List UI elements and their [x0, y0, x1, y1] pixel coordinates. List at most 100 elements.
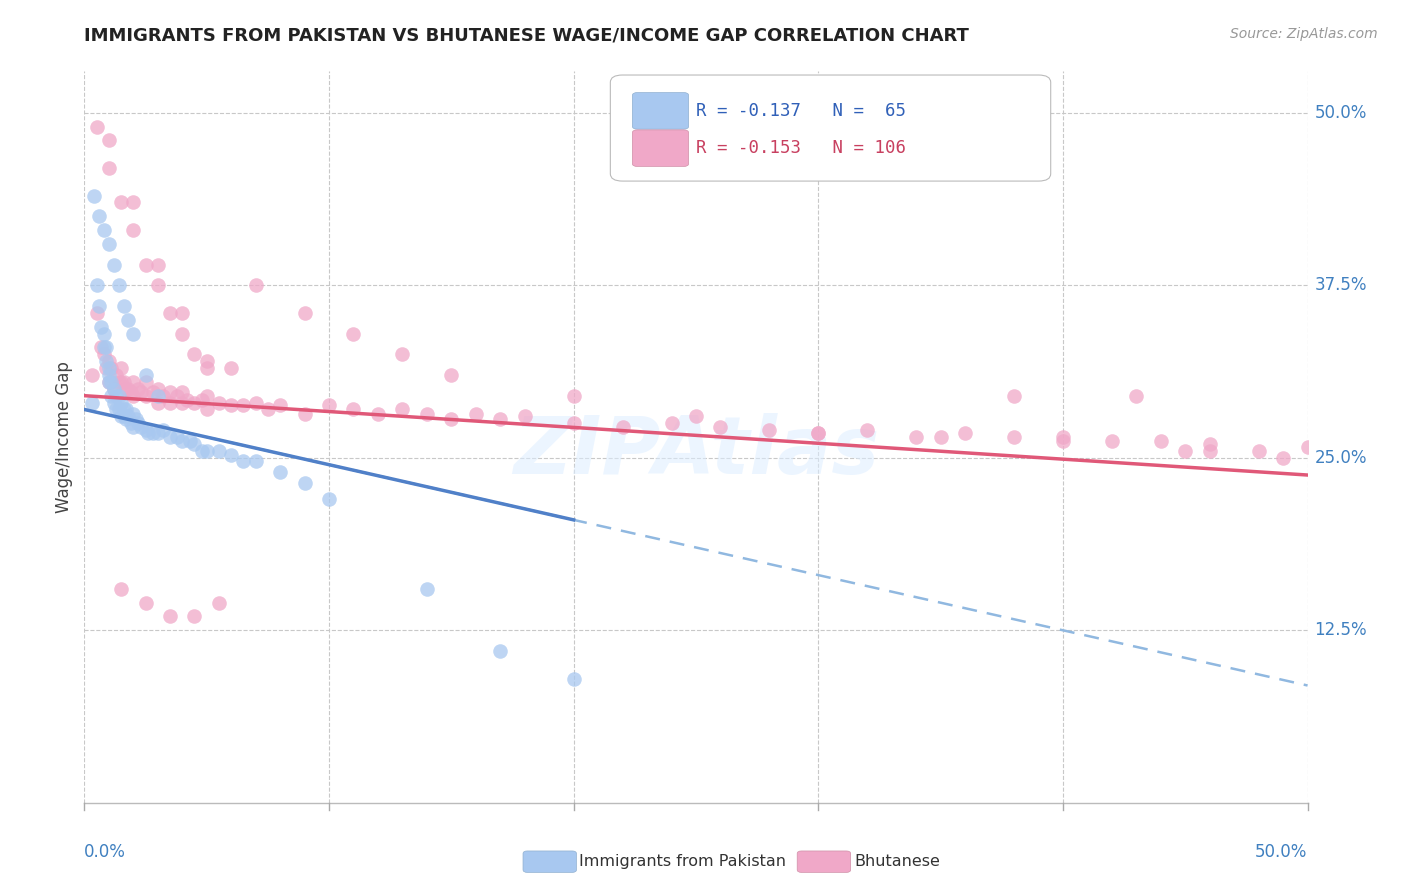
Point [146, 382, 169, 396]
Point [129, 420, 152, 434]
Point [146, 395, 169, 409]
Point [195, 402, 218, 417]
Point [1052, 434, 1074, 449]
Point [110, 409, 132, 424]
Point [83, 188, 105, 202]
Point [135, 596, 157, 610]
Point [342, 326, 364, 341]
Point [294, 407, 316, 421]
Point [159, 609, 181, 624]
Point [146, 389, 169, 403]
Point [103, 395, 125, 409]
Point [416, 407, 439, 421]
Point [562, 389, 585, 403]
Point [80, 368, 103, 382]
Point [97, 375, 120, 389]
Point [107, 402, 129, 417]
Point [191, 392, 214, 407]
Point [416, 582, 439, 596]
Point [191, 443, 214, 458]
Point [122, 223, 145, 237]
Point [219, 361, 242, 376]
Text: 25.0%: 25.0% [1315, 449, 1367, 467]
Point [93, 326, 115, 341]
Point [112, 402, 135, 417]
Point [86, 278, 108, 293]
Point [122, 420, 145, 434]
Point [391, 402, 413, 417]
Point [122, 389, 145, 403]
Point [183, 395, 205, 409]
Point [294, 306, 316, 320]
Point [166, 430, 188, 444]
Point [232, 453, 254, 467]
Text: 37.5%: 37.5% [1315, 277, 1367, 294]
Point [107, 278, 129, 293]
Point [758, 423, 780, 437]
Point [146, 258, 169, 272]
Point [172, 384, 194, 399]
Point [112, 375, 135, 389]
Point [90, 319, 112, 334]
Point [1247, 443, 1270, 458]
Point [112, 299, 135, 313]
Point [110, 582, 132, 596]
Point [135, 375, 157, 389]
Point [219, 398, 242, 412]
Point [318, 398, 340, 412]
Point [245, 278, 267, 293]
Point [489, 644, 512, 658]
Point [159, 395, 181, 409]
Point [146, 425, 169, 440]
Point [318, 492, 340, 507]
Point [709, 420, 731, 434]
Point [120, 417, 142, 431]
Point [136, 425, 159, 440]
Point [152, 423, 174, 437]
Point [135, 258, 157, 272]
Point [122, 326, 145, 341]
Point [245, 453, 267, 467]
Point [135, 389, 157, 403]
Point [489, 412, 512, 426]
Point [269, 465, 291, 479]
Point [105, 389, 128, 403]
Point [110, 195, 132, 210]
Point [661, 417, 683, 431]
Point [110, 395, 132, 409]
Point [105, 368, 128, 382]
Text: 0.0%: 0.0% [84, 843, 127, 861]
Point [135, 368, 157, 382]
Point [100, 389, 122, 403]
Point [1198, 437, 1220, 451]
Point [953, 425, 976, 440]
Point [100, 361, 122, 376]
Point [269, 398, 291, 412]
Point [112, 409, 135, 424]
Point [115, 412, 138, 426]
Point [107, 375, 129, 389]
Text: 50.0%: 50.0% [1256, 843, 1308, 861]
Text: Source: ZipAtlas.com: Source: ZipAtlas.com [1230, 27, 1378, 41]
Point [179, 434, 201, 449]
Point [172, 395, 194, 409]
Point [103, 382, 125, 396]
Point [159, 306, 181, 320]
Point [208, 443, 231, 458]
Point [464, 407, 486, 421]
Text: Immigrants from Pakistan: Immigrants from Pakistan [579, 855, 786, 869]
Point [342, 402, 364, 417]
Point [105, 402, 128, 417]
Point [96, 361, 118, 376]
Point [195, 443, 218, 458]
FancyBboxPatch shape [633, 130, 689, 167]
Point [86, 306, 108, 320]
Point [107, 389, 129, 403]
FancyBboxPatch shape [633, 93, 689, 129]
Point [103, 258, 125, 272]
Point [110, 361, 132, 376]
Point [93, 223, 115, 237]
FancyBboxPatch shape [610, 75, 1050, 181]
Point [152, 389, 174, 403]
Point [120, 384, 142, 399]
